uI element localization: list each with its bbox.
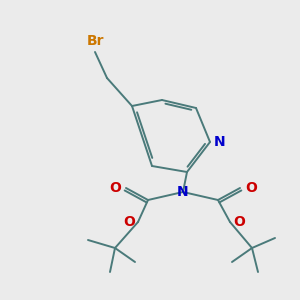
- Text: N: N: [214, 135, 226, 149]
- Text: N: N: [177, 185, 189, 199]
- Text: O: O: [109, 181, 121, 195]
- Text: Br: Br: [86, 34, 104, 48]
- Text: O: O: [123, 215, 135, 229]
- Text: O: O: [245, 181, 257, 195]
- Text: O: O: [233, 215, 245, 229]
